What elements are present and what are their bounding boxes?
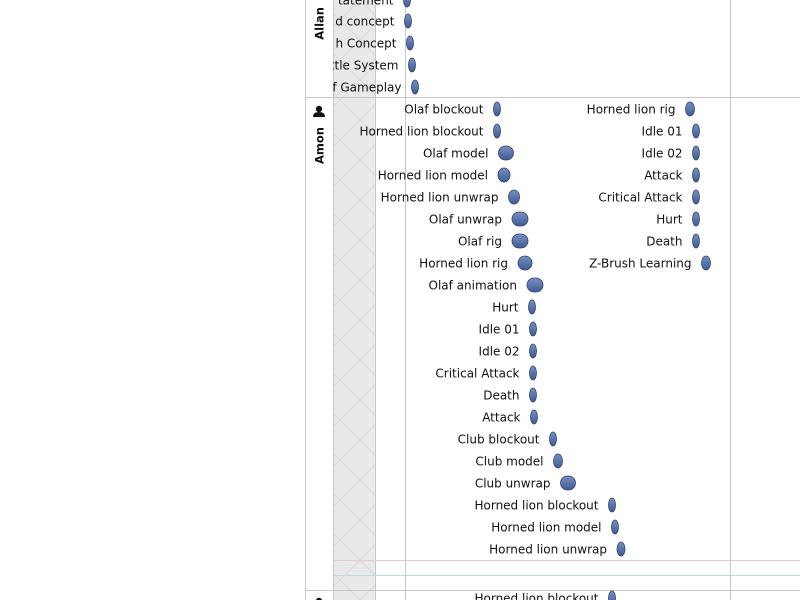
task-bar [508, 189, 520, 205]
task-label: Critical Attack [435, 367, 519, 381]
task-bar [528, 299, 536, 315]
icon-head [315, 597, 323, 600]
task-bar [493, 123, 501, 139]
icon-head [315, 105, 323, 113]
task-bar [517, 255, 533, 271]
task-label: Olaf model [423, 147, 489, 161]
task-label: Horned lion rig [587, 103, 676, 117]
task-label: h Concept [335, 37, 396, 51]
task-label: Hurt [656, 213, 683, 227]
person-icon [315, 597, 323, 600]
task-label: Attack [644, 169, 682, 183]
task-label: Olaf animation [429, 279, 518, 293]
task-bar [701, 255, 711, 271]
icon-body [313, 112, 325, 117]
task-label: Hurt [492, 301, 519, 315]
task-label: Attack [482, 411, 520, 425]
task-label: Horned lion model [378, 169, 488, 183]
task-label: Club blockout [458, 433, 540, 447]
task-bar [404, 13, 412, 29]
task-bar [493, 101, 501, 117]
task-label: Critical Attack [598, 191, 682, 205]
task-label: Horned lion blockout [474, 499, 598, 513]
task-label: Idle 01 [642, 125, 683, 139]
task-label: Death [646, 235, 682, 249]
task-bar [611, 519, 619, 535]
resource-name: Allan [313, 7, 327, 40]
task-bar [497, 167, 511, 183]
task-label: Death [483, 389, 519, 403]
task-label: Olaf rig [458, 235, 502, 249]
resource-name: Amon [313, 127, 327, 164]
task-label: Club model [475, 455, 543, 469]
task-bar [685, 101, 695, 117]
task-bar [511, 233, 529, 249]
task-label: Idle 02 [479, 345, 520, 359]
task-bar [549, 431, 557, 447]
task-bar [529, 321, 537, 337]
task-label: Olaf unwrap [429, 213, 502, 227]
non-working-column [333, 0, 375, 600]
task-bar [692, 189, 700, 205]
task-bar [692, 167, 700, 183]
task-label: d concept [335, 15, 395, 29]
task-label: Idle 02 [642, 147, 683, 161]
task-bar [403, 0, 411, 8]
task-bar [608, 590, 616, 600]
task-label: f Gameplay [332, 81, 401, 95]
task-bar [692, 145, 700, 161]
task-bar [408, 57, 416, 73]
task-bar [411, 79, 419, 95]
task-label: Olaf blockout [404, 103, 484, 117]
task-label: Idle 01 [479, 323, 520, 337]
task-label: Horned lion model [491, 521, 601, 535]
resource-column: Allan Amon [313, 7, 327, 600]
task-bar [692, 211, 700, 227]
task-label: Horned lion blockout [474, 592, 598, 600]
task-label: Z-Brush Learning [589, 257, 691, 271]
task-label: Horned lion unwrap [381, 191, 499, 205]
task-bar [529, 387, 537, 403]
task-layer: tatement d concept h Concept ttle System f G… [330, 0, 711, 600]
task-label: Horned lion unwrap [489, 543, 607, 557]
task-bar [692, 233, 700, 249]
task-bar [526, 277, 544, 293]
task-bar [530, 409, 538, 425]
task-bar [529, 343, 537, 359]
task-label: Club unwrap [475, 477, 551, 491]
task-label: Horned lion rig [419, 257, 508, 271]
task-bar [553, 453, 563, 469]
task-label: Horned lion blockout [359, 125, 483, 139]
task-bar [498, 145, 514, 161]
chart-area [305, 0, 800, 600]
task-bar [406, 35, 414, 51]
task-bar [529, 365, 537, 381]
task-bar [616, 541, 626, 557]
task-label: ttle System [330, 59, 399, 73]
task-bar [692, 123, 700, 139]
task-label: tatement [338, 0, 394, 8]
task-bar [511, 211, 529, 227]
task-bar [560, 475, 576, 491]
person-icon [313, 105, 325, 117]
task-bar [608, 497, 616, 513]
